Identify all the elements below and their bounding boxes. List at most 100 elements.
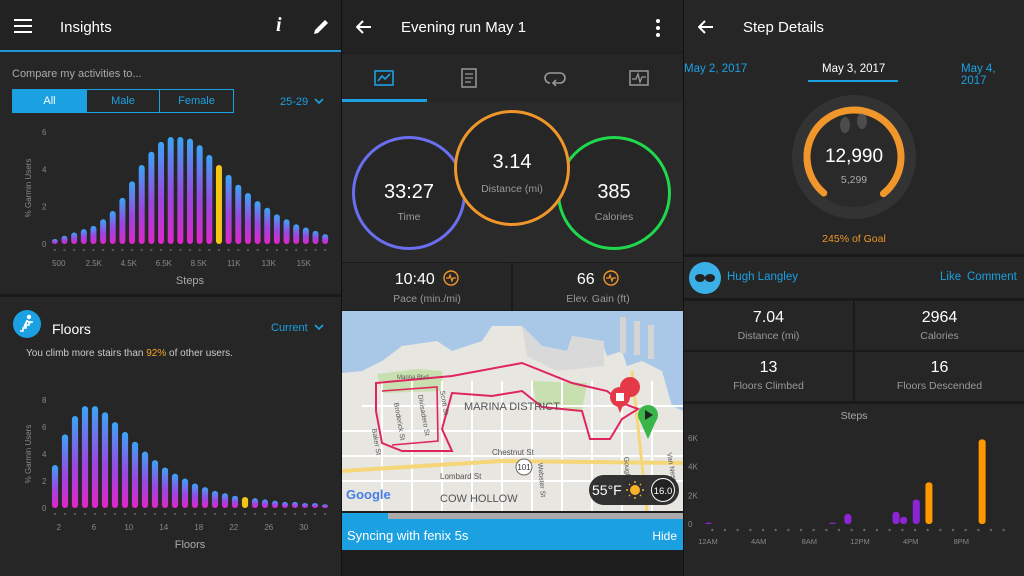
compare-label: Compare my activities to...	[12, 68, 142, 80]
step-details-panel: Step Details May 2, 2017 May 3, 2017 May…	[684, 0, 1024, 576]
edit-icon[interactable]	[312, 18, 330, 36]
bar	[900, 516, 908, 524]
axis-dot	[253, 512, 257, 516]
axis-dot	[73, 512, 77, 516]
axis-dot	[837, 528, 841, 532]
avatar[interactable]	[689, 262, 721, 294]
more-options-icon[interactable]	[655, 18, 661, 38]
bar	[171, 473, 179, 508]
stat-distance-value: 7.04	[752, 309, 785, 326]
street-label: Baker St	[370, 428, 382, 456]
date-current[interactable]: May 3, 2017	[822, 63, 886, 75]
run-tabs	[342, 54, 683, 102]
x-tick-label: 10	[124, 523, 133, 532]
axis-dot	[203, 512, 207, 516]
axis-dot	[130, 248, 134, 252]
axis-dot	[939, 528, 942, 532]
axis-dot	[63, 512, 67, 516]
comment-button[interactable]: Comment	[967, 271, 1017, 283]
distance-circle: 3.14 Distance (mi)	[454, 110, 570, 226]
axis-dot	[787, 528, 790, 532]
bar	[119, 197, 126, 244]
date-prev[interactable]: May 2, 2017	[684, 63, 748, 75]
user-name[interactable]: Hugh Langley	[727, 271, 798, 283]
district-label: MARINA DISTRICT	[464, 401, 560, 413]
menu-icon[interactable]	[14, 19, 32, 33]
steps-total: 12,990	[824, 146, 884, 167]
tab-laps[interactable]	[512, 54, 597, 102]
bar	[978, 439, 986, 524]
floors-period-dropdown[interactable]: Current	[271, 322, 324, 334]
back-arrow-icon[interactable]	[698, 20, 714, 34]
axis-dot	[150, 248, 153, 252]
axis-dot	[266, 248, 269, 252]
y-tick-label: 0	[688, 520, 693, 529]
info-icon[interactable]: i	[276, 14, 282, 36]
chart-icon	[629, 70, 649, 86]
axis-dot	[901, 528, 904, 532]
axis-dot	[83, 512, 87, 516]
floors-desc-suffix: of other users.	[166, 348, 233, 359]
bar	[244, 192, 251, 244]
axis-dot	[143, 512, 147, 516]
bar	[111, 422, 119, 508]
bar	[235, 184, 242, 244]
axis-dot	[761, 528, 765, 532]
bar	[201, 487, 209, 508]
sun-icon	[626, 481, 644, 499]
tab-notes[interactable]	[427, 54, 512, 102]
x-tick-label: 4AM	[751, 537, 766, 546]
back-arrow-icon[interactable]	[356, 20, 372, 34]
elev-value: 66	[576, 271, 595, 288]
like-button[interactable]: Like	[940, 271, 962, 283]
notes-icon	[461, 68, 477, 88]
bar	[301, 503, 309, 508]
axis-dot	[273, 512, 277, 516]
axis-dot	[63, 248, 66, 252]
axis-dot	[213, 512, 217, 516]
bar	[71, 415, 79, 508]
calories-label: Calories	[594, 211, 634, 223]
axis-dot	[774, 528, 777, 532]
chart-title: Steps	[841, 410, 868, 422]
steps-title: Step Details	[743, 19, 824, 36]
axis-dot	[1002, 528, 1005, 532]
tab-summary[interactable]	[342, 54, 427, 102]
route-map[interactable]: 101 MARINA DISTRICT COW HOLLOW Marina Bl…	[342, 311, 683, 511]
axis-dot	[304, 248, 308, 252]
hide-button[interactable]: Hide	[652, 529, 677, 543]
axis-dot	[951, 528, 955, 532]
bar	[283, 219, 290, 244]
distance-value: 3.14	[492, 151, 532, 173]
elev-label: Elev. Gain (ft)	[566, 293, 630, 305]
page-title: Insights	[60, 19, 112, 36]
stairs-icon	[13, 310, 41, 338]
bar	[100, 219, 107, 244]
bar	[196, 145, 203, 244]
y-tick-label: 4K	[688, 463, 698, 472]
bar	[131, 441, 139, 508]
date-next[interactable]: May 4, 2017	[961, 63, 996, 87]
age-range-dropdown[interactable]: 25-29	[280, 96, 324, 108]
axis-dot	[323, 512, 327, 516]
sync-banner: Syncing with fenix 5s Hide	[342, 519, 683, 550]
bar	[158, 141, 165, 244]
axis-dot	[233, 512, 237, 516]
bar	[829, 522, 837, 524]
filter-female-button[interactable]: Female	[159, 89, 234, 113]
insights-panel: Insights i Compare my activities to... A…	[0, 0, 341, 576]
x-tick-label: 8AM	[802, 537, 817, 546]
filter-male-button[interactable]: Male	[86, 89, 160, 113]
bar	[322, 234, 329, 244]
axis-dot	[183, 512, 187, 516]
bar	[81, 406, 89, 508]
bar	[925, 482, 933, 524]
stat-floors-descended-label: Floors Descended	[896, 380, 983, 392]
axis-dot	[173, 512, 177, 516]
filter-all-button[interactable]: All	[12, 89, 87, 113]
google-logo: Google	[346, 487, 391, 502]
bar-highlight	[215, 164, 222, 244]
loop-icon	[544, 72, 566, 86]
bar	[71, 232, 78, 244]
tab-charts[interactable]	[597, 54, 683, 102]
